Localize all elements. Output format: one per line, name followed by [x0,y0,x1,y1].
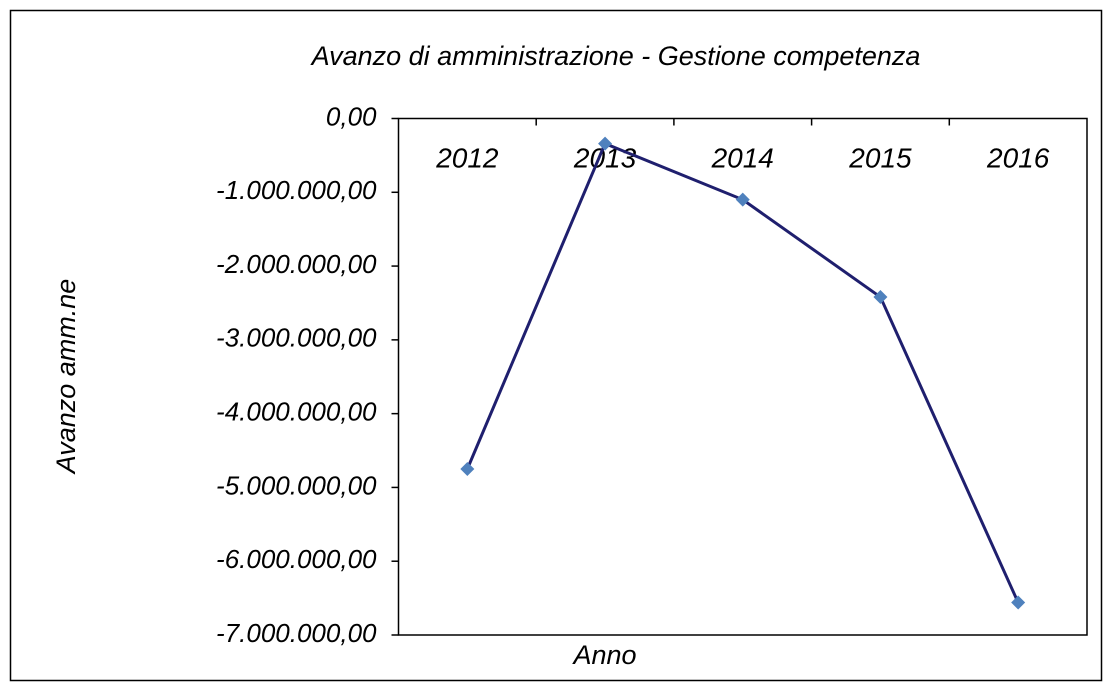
marker [598,136,613,151]
chart-title: Avanzo di amministrazione - Gestione com… [310,41,921,71]
x-axis-label: Anno [571,640,636,670]
marker [873,290,888,305]
x-tick-label: 2012 [435,142,499,173]
y-tick-label: -3.000.000,00 [216,323,377,353]
y-tick-label: 0,00 [326,101,377,131]
x-tick-label: 2015 [848,142,912,173]
x-tick-label: 2016 [986,142,1050,173]
chart-border [9,9,1103,682]
marker [1011,595,1026,610]
y-tick-label: -7.000.000,00 [216,618,377,648]
marker [460,461,475,476]
y-tick-label: -5.000.000,00 [216,470,377,500]
y-tick-label: -2.000.000,00 [216,249,377,279]
y-tick-label: -4.000.000,00 [216,397,377,427]
marker [735,192,750,207]
y-tick-label: -6.000.000,00 [216,544,377,574]
x-tick-label: 2014 [711,142,774,173]
plot-frame [397,117,1088,636]
y-tick-label: -1.000.000,00 [216,175,377,205]
y-axis-label: Avanzo amm.ne [51,279,81,476]
